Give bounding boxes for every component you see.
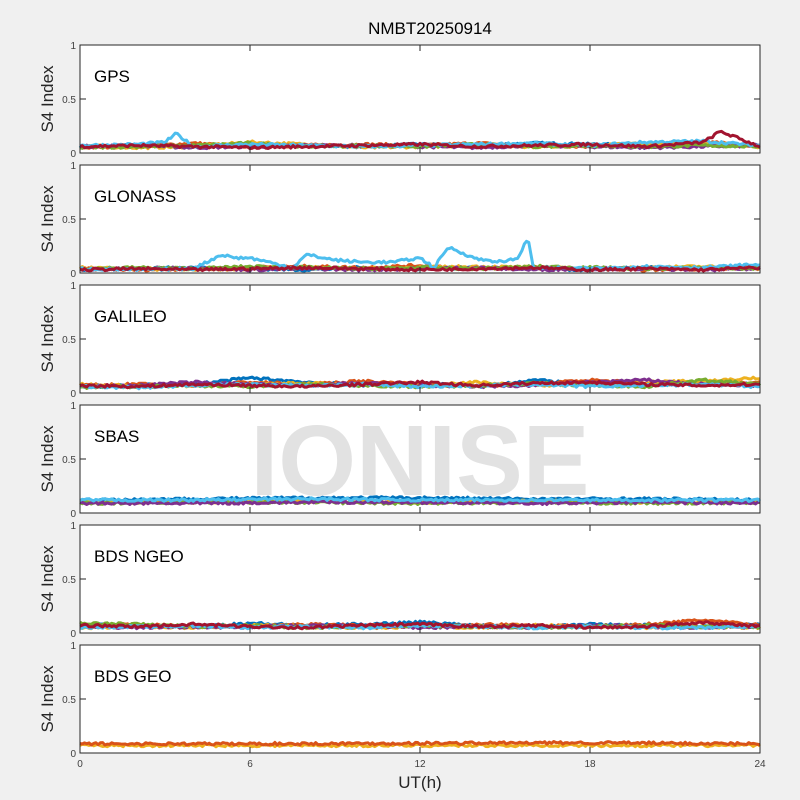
y-tick-label: 0 [70, 749, 76, 760]
plot-area [80, 165, 760, 273]
y-tick-label: 0.5 [62, 695, 76, 706]
y-axis-label: S4 Index [38, 545, 57, 613]
y-tick-label: 0 [70, 389, 76, 400]
panel-gps: 0 0.5 1 GPS S4 Index [38, 41, 761, 160]
x-tick-label: 24 [754, 759, 766, 770]
panel-label: SBAS [94, 427, 139, 446]
panel-label: BDS NGEO [94, 547, 184, 566]
panel-label: BDS GEO [94, 667, 171, 686]
series-line-6 [79, 620, 761, 631]
y-tick-label: 0.5 [62, 455, 76, 466]
x-tick-label: 0 [77, 759, 83, 770]
y-tick-label: 1 [70, 401, 76, 412]
y-tick-label: 0.5 [62, 215, 76, 226]
y-tick-label: 1 [70, 281, 76, 292]
panel-label: GLONASS [94, 187, 176, 206]
y-tick-label: 0.5 [62, 575, 76, 586]
y-axis-label: S4 Index [38, 305, 57, 373]
plot-area [80, 525, 760, 633]
series-line-1 [79, 740, 761, 747]
y-axis-label: S4 Index [38, 665, 57, 733]
panel-label: GPS [94, 67, 130, 86]
x-axis-label: UT(h) [398, 773, 441, 792]
panel-glonass: 0 0.5 1 GLONASS S4 Index [38, 161, 761, 280]
y-axis-label: S4 Index [38, 185, 57, 253]
plot-area [80, 405, 760, 513]
y-tick-label: 0 [70, 629, 76, 640]
y-tick-label: 1 [70, 521, 76, 532]
series-line-6 [79, 129, 761, 151]
y-tick-label: 0.5 [62, 95, 76, 106]
y-tick-label: 0.5 [62, 335, 76, 346]
y-tick-label: 1 [70, 161, 76, 172]
y-tick-label: 0 [70, 509, 76, 520]
panel-galileo: 0 0.5 1 GALILEO S4 Index [38, 281, 762, 400]
figure-title: NMBT20250914 [368, 19, 492, 38]
y-tick-label: 0 [70, 269, 76, 280]
x-tick-label: 18 [584, 759, 596, 770]
plot-area [80, 645, 760, 753]
plot-area [80, 285, 760, 393]
x-tick-label: 6 [247, 759, 253, 770]
series-line-4 [79, 496, 762, 503]
y-tick-label: 0 [70, 149, 76, 160]
y-tick-label: 1 [70, 41, 76, 52]
y-axis-label: S4 Index [38, 65, 57, 133]
panel-bds-ngeo: 0 0.5 1 BDS NGEO S4 Index [38, 521, 762, 640]
watermark: IONISE [251, 405, 590, 517]
panel-label: GALILEO [94, 307, 167, 326]
x-tick-label: 12 [414, 759, 426, 770]
y-tick-label: 1 [70, 641, 76, 652]
panel-bds-geo: 0 0.5 1 0 6 12 18 24 BDS GEO S4 Index [38, 641, 766, 770]
series-line-6 [79, 379, 760, 390]
plot-area [80, 45, 760, 153]
panel-sbas: 0 0.5 1 SBAS S4 Index [38, 401, 762, 520]
y-axis-label: S4 Index [38, 425, 57, 493]
